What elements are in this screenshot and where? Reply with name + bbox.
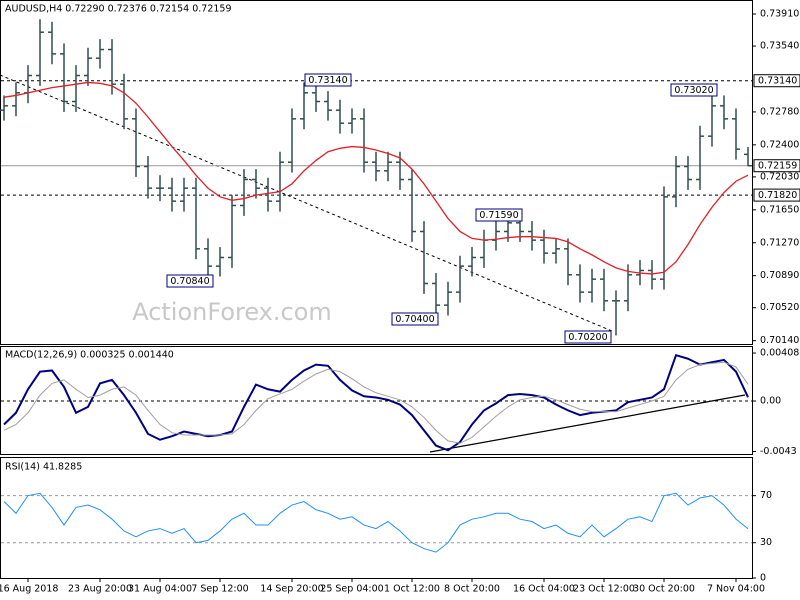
annotation: 0.70200 <box>568 332 607 343</box>
annotation: 0.73020 <box>674 85 713 96</box>
y-tick-label: 0.72780 <box>760 106 799 117</box>
y-tick-label: 0.71650 <box>760 204 799 215</box>
level-label-box <box>753 159 800 173</box>
rsi-panel <box>0 457 753 579</box>
y-tick-label: 0.73540 <box>760 41 799 52</box>
x-tick-label: 7 Sep 12:00 <box>191 584 248 595</box>
macd-trend-line <box>429 394 746 453</box>
x-tick-label: 23 Aug 20:00 <box>68 584 132 595</box>
y-tick-label: 0.004085 <box>760 348 800 359</box>
y-tick-label: 0.73910 <box>760 8 799 19</box>
x-tick-label: 8 Oct 20:00 <box>444 584 500 595</box>
series-line <box>3 361 749 444</box>
x-tick-label: 31 Aug 04:00 <box>128 584 192 595</box>
price-title: AUDUSD,H4 0.72290 0.72376 0.72154 0.7215… <box>5 4 232 15</box>
y-tick-label: -0.0043 <box>760 446 797 457</box>
x-tick-label: 14 Sep 20:00 <box>260 584 323 595</box>
x-tick-label: 25 Sep 04:00 <box>320 584 383 595</box>
moving-average <box>3 81 749 275</box>
annotation: 0.73140 <box>308 75 347 86</box>
level-label: 0.72159 <box>758 161 797 172</box>
annotation-box <box>391 312 439 326</box>
annotation-box <box>564 330 612 344</box>
rsi-title: RSI(14) 41.8285 <box>5 462 82 473</box>
annotation-box <box>304 73 352 87</box>
y-tick-label: 0.72400 <box>760 139 799 150</box>
y-tick-label: 0.70520 <box>760 302 799 313</box>
trend-line <box>0 74 613 332</box>
y-tick-label: 0.72030 <box>760 171 799 182</box>
annotation-box <box>166 274 214 288</box>
annotation: 0.70400 <box>395 314 434 325</box>
annotation: 0.70840 <box>170 276 209 287</box>
x-tick-label: 7 Nov 04:00 <box>707 584 765 595</box>
y-tick-label: 30 <box>760 537 772 548</box>
x-tick-label: 16 Aug 2018 <box>0 584 58 595</box>
price-panel <box>0 0 753 345</box>
series-line <box>3 353 749 452</box>
annotation-box <box>475 208 523 222</box>
macd-title: MACD(12,26,9) 0.000325 0.001440 <box>5 350 174 361</box>
annotation: 0.71590 <box>479 210 518 221</box>
x-tick-label: 30 Oct 20:00 <box>633 584 695 595</box>
level-label-box <box>753 74 800 88</box>
level-label-box <box>753 188 800 202</box>
x-tick-label: 16 Oct 04:00 <box>513 584 575 595</box>
y-tick-label: 0 <box>760 573 766 584</box>
x-tick-label: 23 Oct 12:00 <box>573 584 635 595</box>
y-tick-label: 0.70890 <box>760 270 799 281</box>
annotation-box <box>670 83 718 97</box>
y-tick-label: 0.00 <box>760 396 781 407</box>
level-label: 0.71820 <box>758 190 797 201</box>
y-tick-label: 70 <box>760 490 772 501</box>
series-line <box>3 492 749 553</box>
level-label: 0.73140 <box>758 76 797 87</box>
y-tick-label: 0.70140 <box>760 335 799 346</box>
watermark: ActionForex.com <box>132 298 332 326</box>
y-tick-label: 0.71270 <box>760 237 799 248</box>
x-tick-label: 1 Oct 12:00 <box>384 584 440 595</box>
